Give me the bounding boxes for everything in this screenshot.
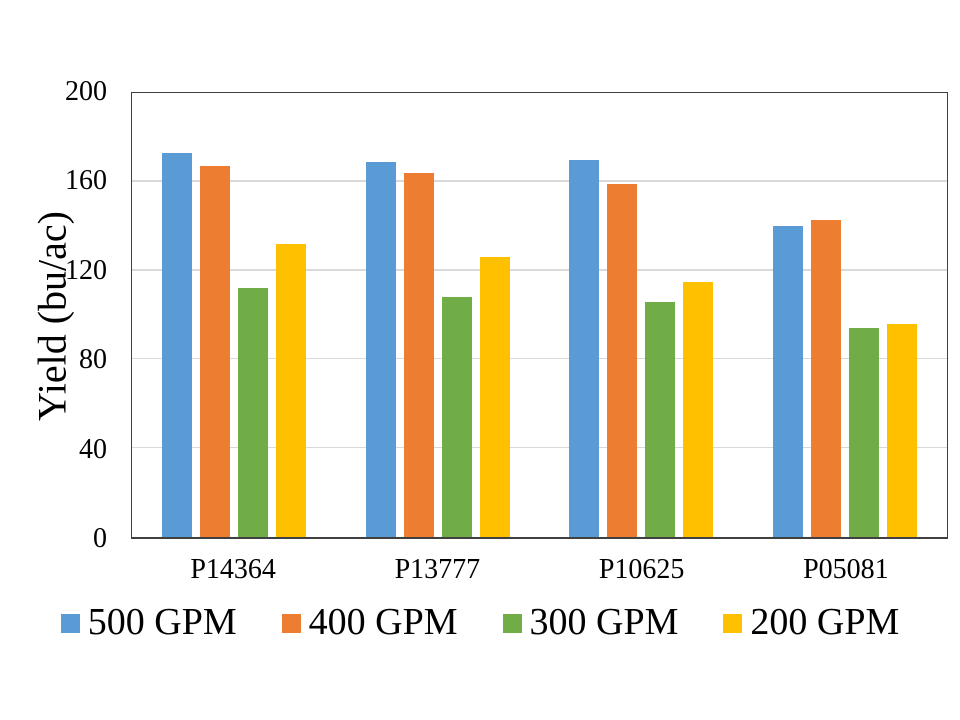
bar-500-gpm-p14364	[161, 152, 192, 537]
legend: 500 GPM 400 GPM 300 GPM 200 GPM	[0, 598, 960, 646]
y-axis-ticks: 0 40 80 120 160 200	[0, 0, 107, 720]
legend-swatch-300-gpm	[502, 613, 522, 633]
bar-300-gpm-p13777	[441, 297, 472, 537]
bar-400-gpm-p14364	[199, 166, 230, 537]
legend-label-500-gpm: 500 GPM	[87, 601, 237, 643]
bar-group-p13777	[336, 93, 540, 537]
legend-swatch-400-gpm	[281, 613, 301, 633]
bar-group-p05081	[743, 93, 947, 537]
bar-200-gpm-p13777	[479, 257, 510, 537]
bar-200-gpm-p05081	[887, 323, 918, 537]
legend-swatch-200-gpm	[723, 613, 743, 633]
x-label-p14364: P14364	[190, 554, 276, 585]
bar-400-gpm-p13777	[403, 172, 434, 537]
legend-item-300-gpm: 300 GPM	[502, 601, 679, 643]
bar-300-gpm-p10625	[645, 301, 676, 537]
legend-swatch-500-gpm	[60, 613, 80, 633]
bar-500-gpm-p10625	[569, 159, 600, 537]
bar-200-gpm-p10625	[683, 281, 714, 537]
gridline-40	[132, 446, 947, 449]
bar-500-gpm-p05081	[773, 226, 804, 537]
bar-500-gpm-p13777	[365, 161, 396, 537]
legend-item-500-gpm: 500 GPM	[60, 601, 237, 643]
bar-group-p10625	[540, 93, 744, 537]
legend-label-300-gpm: 300 GPM	[529, 601, 679, 643]
y-tick-label-120: 120	[65, 254, 107, 286]
bar-300-gpm-p14364	[237, 288, 268, 537]
legend-label-200-gpm: 200 GPM	[750, 601, 900, 643]
y-tick-label-200: 200	[65, 76, 107, 107]
gridline-80	[132, 357, 947, 360]
legend-item-400-gpm: 400 GPM	[281, 601, 458, 643]
x-axis-labels: P14364 P13777 P10625 P05081	[131, 550, 948, 590]
y-tick-label-160: 160	[65, 165, 107, 197]
bar-300-gpm-p05081	[849, 328, 880, 537]
bar-groups	[132, 93, 947, 537]
legend-item-200-gpm: 200 GPM	[723, 603, 899, 641]
y-tick-label-0: 0	[93, 523, 107, 554]
x-label-p05081: P05081	[803, 554, 889, 585]
gridline-160	[132, 180, 947, 182]
y-tick-label-80: 80	[79, 344, 107, 376]
gridline-120	[132, 269, 947, 271]
x-label-p10625: P10625	[598, 554, 685, 585]
y-tick-label-40: 40	[79, 433, 107, 465]
legend-label-400-gpm: 400 GPM	[308, 601, 458, 643]
bar-group-p14364	[132, 93, 336, 537]
x-label-p13777: P13777	[394, 554, 481, 585]
bar-400-gpm-p05081	[811, 219, 842, 537]
gridlines	[132, 93, 947, 537]
bar-400-gpm-p10625	[607, 184, 638, 537]
bar-200-gpm-p14364	[275, 243, 306, 537]
plot-area	[131, 92, 948, 539]
